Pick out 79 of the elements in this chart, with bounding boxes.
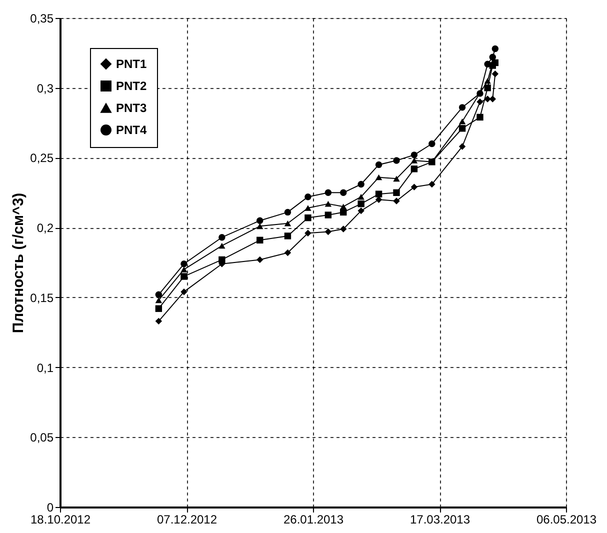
point bbox=[492, 59, 499, 66]
point bbox=[458, 125, 466, 132]
y-tick-label: 0,2 bbox=[36, 221, 54, 236]
point bbox=[155, 297, 162, 304]
y-tick-label: 0,05 bbox=[30, 430, 54, 445]
point bbox=[393, 189, 400, 196]
point bbox=[324, 189, 332, 196]
point bbox=[284, 220, 292, 226]
point bbox=[304, 193, 312, 200]
y-tick-label: 0,25 bbox=[30, 151, 54, 166]
point bbox=[375, 190, 382, 198]
y-axis-title: Плотность (г/см^3) bbox=[10, 192, 28, 334]
point bbox=[155, 318, 162, 325]
point bbox=[180, 273, 188, 280]
point bbox=[180, 260, 188, 268]
y-tick-label: 0,1 bbox=[36, 360, 54, 375]
point bbox=[340, 226, 347, 232]
point bbox=[410, 158, 418, 164]
point bbox=[358, 207, 364, 214]
x-tick-label: 18.10.2012 bbox=[30, 512, 91, 526]
point bbox=[476, 114, 484, 121]
legend-label: PNT2 bbox=[116, 79, 147, 93]
point bbox=[218, 242, 226, 249]
point bbox=[358, 200, 364, 208]
x-tick-label: 26.01.2013 bbox=[283, 512, 344, 526]
point bbox=[428, 180, 436, 188]
point bbox=[393, 157, 400, 164]
y-tick-label: 0,35 bbox=[30, 12, 54, 26]
point bbox=[324, 200, 332, 207]
point bbox=[393, 176, 400, 182]
point bbox=[284, 208, 292, 216]
point bbox=[476, 90, 484, 97]
y-tick-label: 0 bbox=[46, 500, 54, 514]
point bbox=[489, 96, 496, 102]
point bbox=[393, 198, 400, 204]
point bbox=[358, 180, 364, 188]
point bbox=[180, 266, 188, 272]
point bbox=[284, 249, 292, 256]
point bbox=[155, 291, 162, 298]
point bbox=[155, 305, 162, 312]
x-tick-label: 06.05.2013 bbox=[536, 512, 597, 526]
point bbox=[484, 84, 491, 92]
point bbox=[410, 152, 418, 158]
point bbox=[256, 223, 264, 230]
point bbox=[256, 217, 264, 224]
legend-label: PNT3 bbox=[116, 101, 147, 115]
point bbox=[410, 184, 418, 190]
point bbox=[375, 174, 382, 180]
legend-label: PNT1 bbox=[116, 57, 147, 71]
point bbox=[489, 54, 496, 60]
point bbox=[476, 98, 484, 106]
point bbox=[458, 118, 466, 124]
point bbox=[284, 232, 292, 240]
point bbox=[304, 230, 312, 237]
point bbox=[484, 78, 491, 84]
point bbox=[340, 189, 347, 196]
point bbox=[304, 205, 312, 211]
point bbox=[218, 234, 226, 241]
point bbox=[375, 196, 382, 203]
point bbox=[256, 256, 264, 264]
point bbox=[492, 45, 499, 52]
point bbox=[458, 104, 466, 111]
point bbox=[180, 288, 188, 296]
y-tick-label: 0,3 bbox=[36, 81, 54, 96]
x-tick-label: 17.03.2013 bbox=[410, 512, 470, 526]
y-tick-label: 0,15 bbox=[30, 290, 54, 305]
point bbox=[492, 70, 499, 78]
point bbox=[358, 194, 364, 200]
point bbox=[256, 236, 264, 244]
legend-label: PNT4 bbox=[116, 123, 147, 137]
point bbox=[304, 214, 312, 222]
point bbox=[375, 161, 382, 168]
point bbox=[340, 208, 347, 216]
point bbox=[324, 228, 332, 236]
point bbox=[458, 143, 466, 150]
point bbox=[324, 212, 332, 218]
point bbox=[410, 166, 418, 172]
point bbox=[428, 140, 436, 148]
x-tick-label: 07.12.2012 bbox=[156, 512, 218, 526]
